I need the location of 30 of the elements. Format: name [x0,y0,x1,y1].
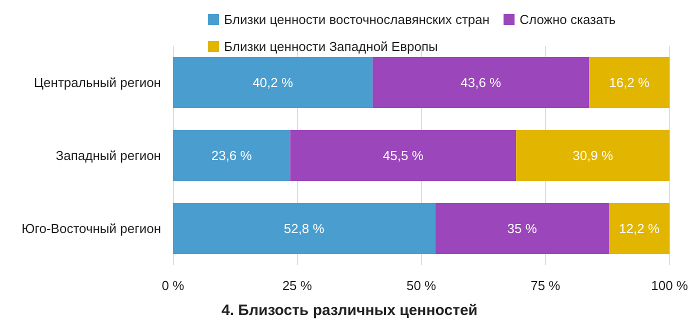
legend-label: Близки ценности Западной Европы [224,39,438,54]
bar [173,202,436,254]
bar [435,202,609,254]
bar [290,130,516,182]
data-label: 16,2 % [609,75,650,90]
data-label: 35 % [507,221,538,236]
text: 4. Близость различных ценностей [221,302,478,319]
x-tick-label: 25 % [282,278,312,293]
data-label: 12,2 % [619,221,660,236]
data-label: 43,6 % [460,75,502,90]
data-label: 23,6 % [211,148,252,163]
y-tick-label: Центральный регион [34,75,161,90]
bar [173,56,373,108]
y-tick-label: Юго-Восточный регион [22,221,161,236]
bar [589,56,670,108]
data-label: 40,2 % [252,75,294,90]
bar [372,56,590,108]
y-tick-label: Западный регион [56,148,161,163]
data-label: 52,8 % [284,221,325,236]
legend-label: Сложно сказать [520,12,616,27]
x-tick-label: 100 % [651,278,688,293]
x-tick-label: 50 % [406,278,437,293]
bar [608,202,670,254]
bar [516,130,670,182]
legend-label: Близки ценности восточнославянских стран [224,12,490,27]
bar [173,130,290,182]
x-tick-label: 0 % [162,278,185,293]
x-tick-label: 75 % [530,278,561,293]
data-label: 45,5 % [382,148,424,163]
data-label: 30,9 % [572,148,614,163]
